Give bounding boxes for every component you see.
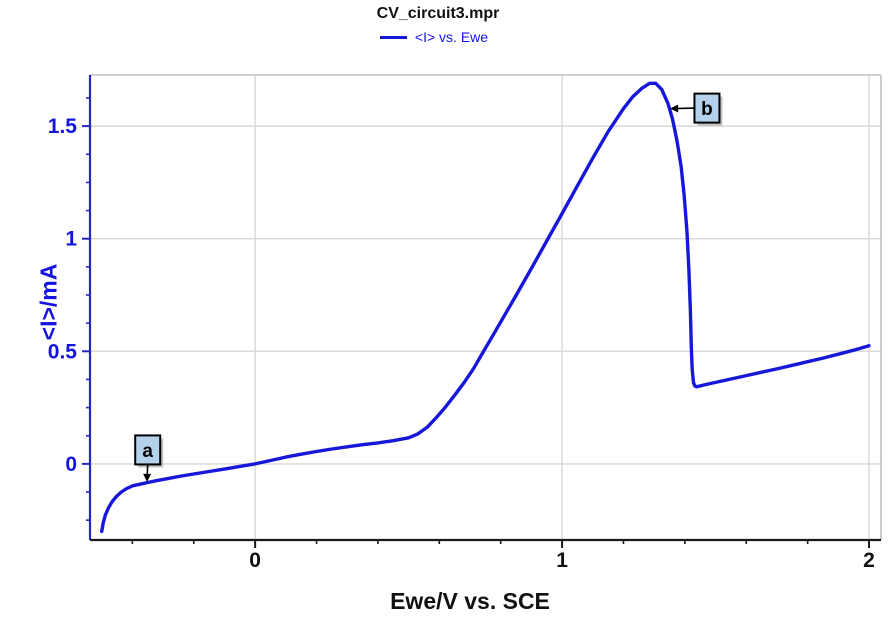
annotation-box [134,434,162,466]
annotation-label: a [142,441,153,462]
x-tick-label: 2 [863,549,875,572]
legend-line-sample [379,35,407,39]
y-tick-label: 1.5 [48,115,78,138]
x-tick-label: 1 [556,549,568,572]
y-tick-label: 0 [65,453,77,476]
data-curve [99,81,871,534]
legend: <I> vs. Ewe [0,29,882,45]
annotation-label: b [701,99,713,120]
y-tick-label: 1 [65,228,77,251]
chart-title: CV_circuit3.mpr [376,5,500,22]
x-axis-title: Ewe/V vs. SCE [390,588,550,614]
annotation-box [693,92,721,124]
x-tick-label: 0 [249,549,261,572]
annotation-arrowhead [143,473,152,482]
legend-series-label: <I> vs. Ewe [414,29,489,45]
annotation-arrowhead [670,104,679,113]
y-tick-label: 0.5 [48,340,78,363]
